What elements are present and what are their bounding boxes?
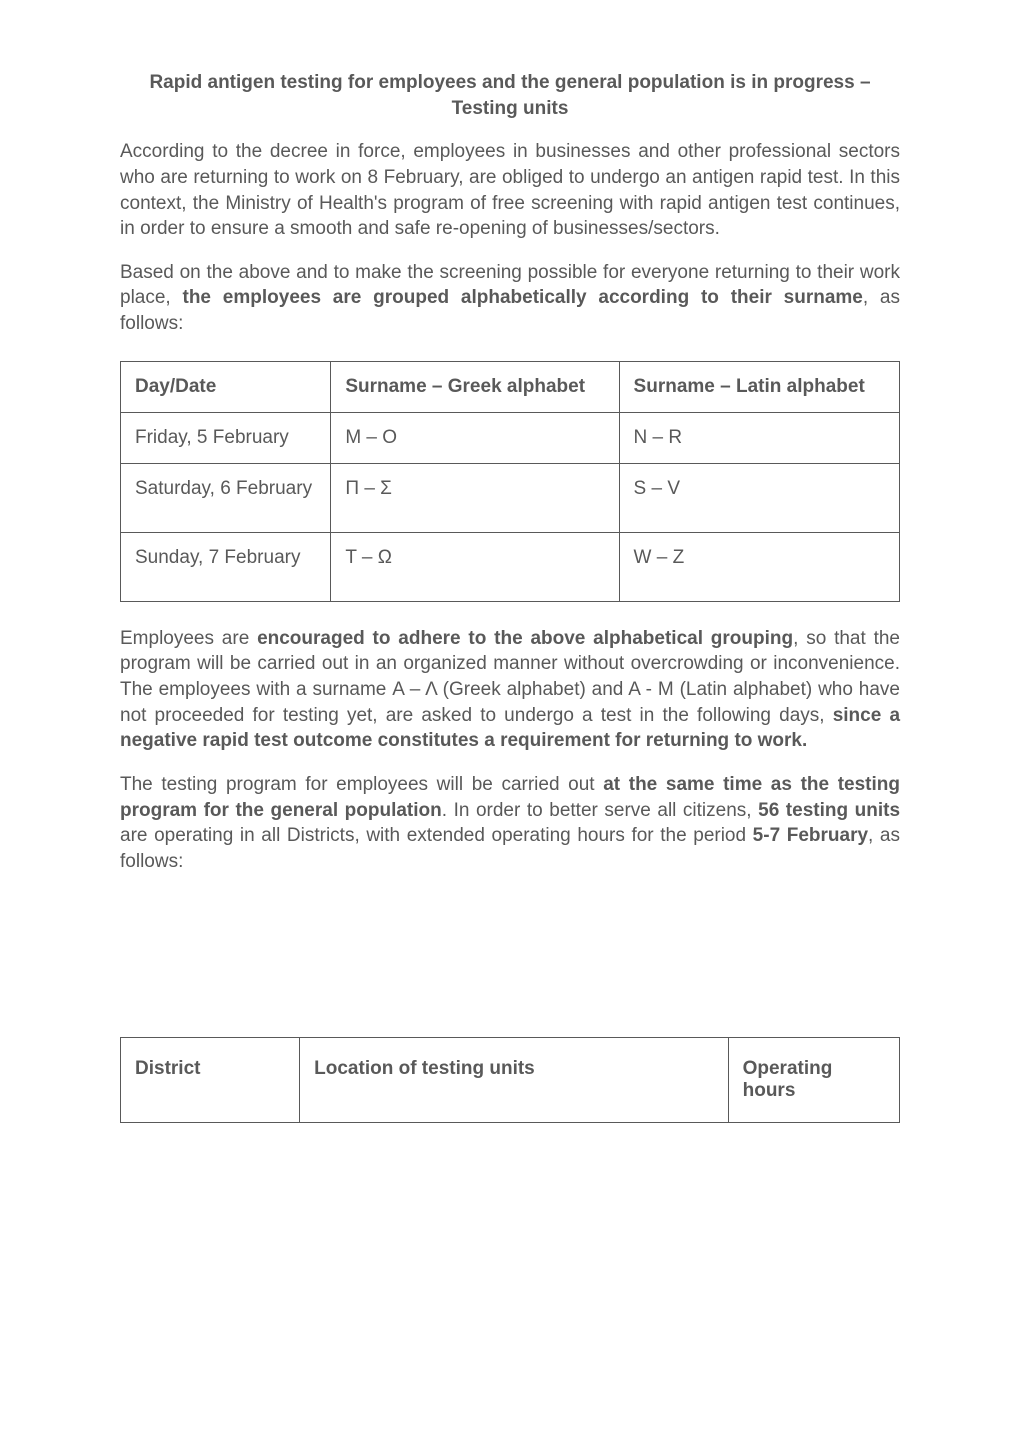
bold-text: encouraged to adhere to the above alphab… [257,628,793,649]
text-fragment: Employees are [120,628,257,649]
bold-text: 5-7 February [753,825,868,846]
schedule-table: Day/Date Surname – Greek alphabet Surnam… [120,361,900,602]
table-header-row: Day/Date Surname – Greek alphabet Surnam… [121,361,900,412]
bold-text: the employees are grouped alphabetically… [183,287,863,308]
paragraph-testing-program: The testing program for employees will b… [120,772,900,875]
bold-text: 56 testing units [758,800,900,821]
cell-day: Saturday, 6 February [121,463,331,532]
table-header-row: District Location of testing units Opera… [121,1037,900,1122]
paragraph-encouragement: Employees are encouraged to adhere to th… [120,626,900,754]
text-fragment: . In order to better serve all citizens, [442,800,758,821]
cell-greek: Π – Σ [331,463,619,532]
cell-greek: Μ – Ο [331,412,619,463]
cell-latin: N – R [619,412,899,463]
header-hours: Operating hours [728,1037,899,1122]
cell-day: Friday, 5 February [121,412,331,463]
header-day: Day/Date [121,361,331,412]
spacer [120,893,900,1013]
paragraph-intro: According to the decree in force, employ… [120,139,900,242]
locations-table: District Location of testing units Opera… [120,1037,900,1123]
document-page: Rapid antigen testing for employees and … [0,0,1020,1207]
paragraph-grouping: Based on the above and to make the scree… [120,260,900,337]
header-location: Location of testing units [300,1037,728,1122]
table-row: Saturday, 6 February Π – Σ S – V [121,463,900,532]
header-latin: Surname – Latin alphabet [619,361,899,412]
document-title: Rapid antigen testing for employees and … [120,70,900,121]
table-row: Sunday, 7 February Τ – Ω W – Z [121,532,900,601]
cell-latin: S – V [619,463,899,532]
header-greek: Surname – Greek alphabet [331,361,619,412]
cell-latin: W – Z [619,532,899,601]
text-fragment: The testing program for employees will b… [120,774,603,795]
cell-day: Sunday, 7 February [121,532,331,601]
cell-greek: Τ – Ω [331,532,619,601]
text-fragment: are operating in all Districts, with ext… [120,825,753,846]
table-row: Friday, 5 February Μ – Ο N – R [121,412,900,463]
header-district: District [121,1037,300,1122]
